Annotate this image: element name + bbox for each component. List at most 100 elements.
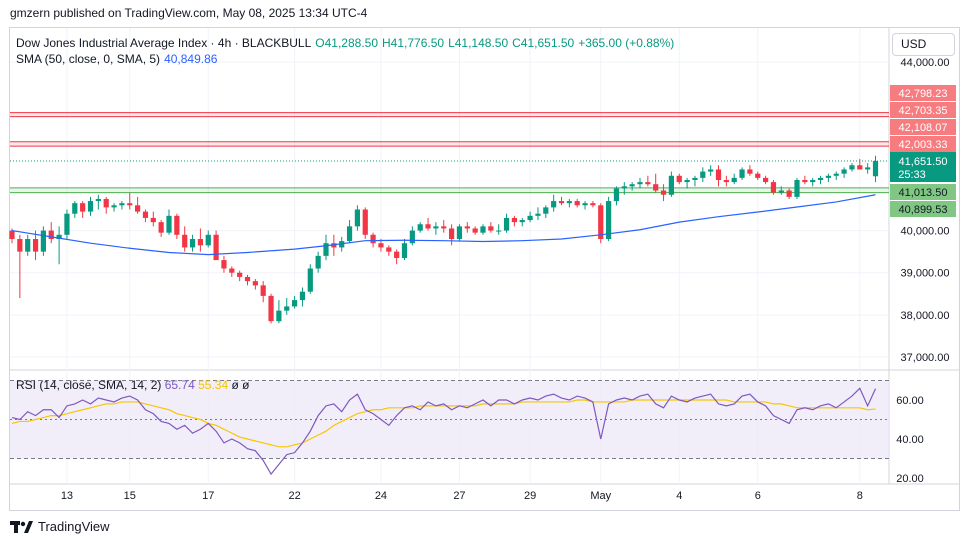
candle-body xyxy=(119,203,125,206)
candle-body xyxy=(205,234,211,246)
level-tag-label: 42,003.33 xyxy=(899,139,948,151)
rsi-tick-label: 20.00 xyxy=(896,473,924,485)
candle-body xyxy=(708,169,714,172)
brand[interactable]: TradingView xyxy=(10,519,110,534)
candle-body xyxy=(315,255,321,269)
candle-body xyxy=(496,230,502,232)
candle-body xyxy=(323,243,329,256)
candle-body xyxy=(503,217,510,231)
candle-body xyxy=(841,169,847,174)
candle-body xyxy=(551,201,557,208)
candle-body xyxy=(739,169,745,178)
time-tick-label: 6 xyxy=(755,490,761,502)
candle-body xyxy=(425,224,431,229)
candle-body xyxy=(299,291,306,301)
price-change: +365.00 (+0.88%) xyxy=(578,36,675,50)
candle-body xyxy=(700,171,706,178)
candle-body xyxy=(770,182,777,193)
candle-body xyxy=(354,209,360,227)
time-axis: 13 15 17 22 24 27 29 May 4 6 8 xyxy=(61,490,863,502)
price-axis: 37,000.00 38,000.00 39,000.00 40,000.00 44,0… xyxy=(890,57,956,485)
candle-body xyxy=(653,184,659,191)
candle-body xyxy=(511,217,517,223)
price-tick-label: 39,000.00 xyxy=(901,268,950,280)
time-tick-label: 13 xyxy=(61,490,73,502)
candle-body xyxy=(464,226,470,229)
rsi-tick-label: 40.00 xyxy=(896,434,924,446)
sma-legend-value: 40,849.86 xyxy=(164,52,218,66)
candle-body xyxy=(433,226,439,229)
candle-body xyxy=(221,260,227,269)
time-tick-label: 15 xyxy=(124,490,136,502)
time-tick-label: 24 xyxy=(375,490,387,502)
candle-body xyxy=(865,167,871,170)
level-tag-label: 42,703.35 xyxy=(899,105,948,117)
candle-body xyxy=(606,201,612,239)
rsi-legend-extra-2: ø xyxy=(242,378,250,392)
candle-body xyxy=(519,220,525,223)
candle-body xyxy=(142,211,149,218)
candle-body xyxy=(197,239,203,246)
last-price-tag xyxy=(890,152,956,182)
candle-body xyxy=(441,226,447,229)
candle-body xyxy=(56,234,62,239)
candle-body xyxy=(135,205,141,212)
level-zone xyxy=(10,112,889,117)
candle-body xyxy=(409,230,415,244)
candle-body xyxy=(668,175,674,195)
candle-body xyxy=(629,184,635,187)
currency-button[interactable]: USD xyxy=(892,33,955,56)
candle-body xyxy=(731,177,737,183)
ohlc-open: O41,288.50 xyxy=(315,36,378,50)
rsi-line xyxy=(11,387,877,476)
candle-body xyxy=(676,175,682,183)
price-tick-label: 38,000.00 xyxy=(901,310,950,322)
candle-body xyxy=(558,201,565,204)
candle-body xyxy=(260,285,266,296)
time-tick-label: 22 xyxy=(288,490,300,502)
level-tag-label: 41,013.50 xyxy=(899,187,948,199)
candle-body xyxy=(755,173,761,178)
rsi-sma-line xyxy=(11,399,876,448)
time-tick-label: May xyxy=(590,490,611,502)
sma-line xyxy=(11,194,876,256)
time-tick-label: 29 xyxy=(524,490,536,502)
candle-body xyxy=(857,165,863,170)
price-tick-label: 44,000.00 xyxy=(901,57,950,69)
candle-body xyxy=(111,205,117,208)
candle-body xyxy=(825,175,831,178)
candle-body xyxy=(723,180,729,183)
tradingview-logo-icon xyxy=(10,520,33,533)
candle-body xyxy=(566,201,572,204)
sma-polyline xyxy=(11,194,876,256)
symbol-title[interactable]: Dow Jones Industrial Average Index · 4h … xyxy=(16,36,312,50)
candle-body xyxy=(378,243,384,248)
level-tag xyxy=(890,136,956,152)
candle-body xyxy=(786,190,792,197)
candle-body xyxy=(292,300,298,307)
candle-body xyxy=(127,203,133,206)
candle-body xyxy=(488,226,494,231)
candle-body xyxy=(598,205,604,239)
publish-header: gmzern published on TradingView.com, May… xyxy=(10,6,368,20)
chart-frame xyxy=(9,27,960,511)
candle-body xyxy=(394,251,400,258)
candle-body xyxy=(684,180,690,183)
candle-body xyxy=(794,180,800,197)
rsi-legend-extra-1: ø xyxy=(231,378,239,392)
candle-body xyxy=(582,203,588,206)
main-legend: Dow Jones Industrial Average Index · 4h … xyxy=(16,35,674,67)
candle-body xyxy=(386,247,392,252)
candle-body xyxy=(810,180,816,183)
candle-body xyxy=(237,272,243,277)
brand-name: TradingView xyxy=(38,519,110,534)
price-tick-label: 37,000.00 xyxy=(901,352,950,364)
time-tick-label: 8 xyxy=(857,490,863,502)
sma-legend-label[interactable]: SMA (50, close, 0, SMA, 5) xyxy=(16,52,161,66)
candle-body xyxy=(174,215,180,235)
candle-body xyxy=(472,228,478,233)
rsi-legend-label[interactable]: RSI (14, close, SMA, 14, 2) xyxy=(16,378,162,392)
candle-body xyxy=(872,160,879,177)
level-zone xyxy=(10,187,889,193)
